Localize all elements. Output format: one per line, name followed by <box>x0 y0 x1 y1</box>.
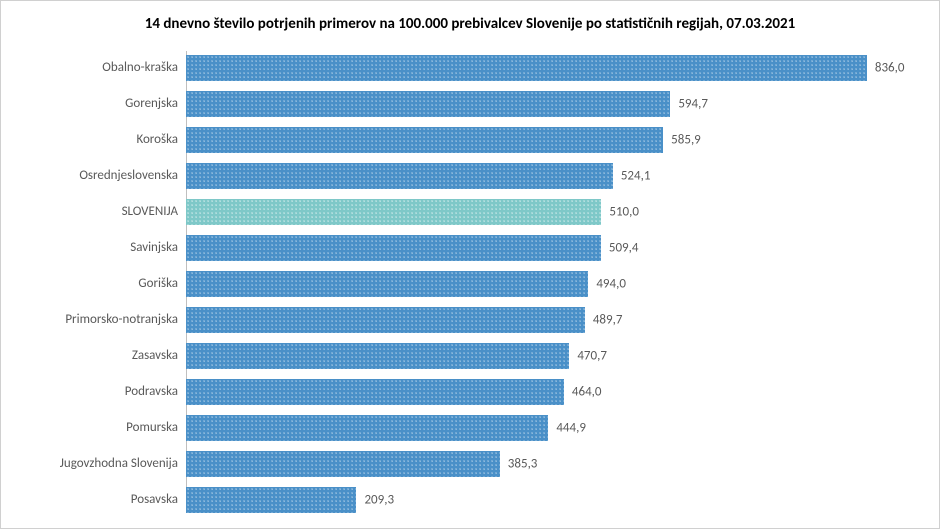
bar-row: Zasavska470,7 <box>21 339 919 372</box>
bar-track: 385,3 <box>186 447 919 480</box>
bar-track: 444,9 <box>186 411 919 444</box>
bar: 209,3 <box>186 487 356 513</box>
bar: 509,4 <box>186 235 601 261</box>
bar: 494,0 <box>186 271 588 297</box>
bar: 836,0 <box>186 55 867 81</box>
value-label: 836,0 <box>875 60 905 75</box>
value-label: 494,0 <box>596 276 626 291</box>
bar-row: Primorsko-notranjska489,7 <box>21 303 919 336</box>
bar-row: Goriška494,0 <box>21 267 919 300</box>
value-label: 510,0 <box>609 204 639 219</box>
category-label: SLOVENIJA <box>21 204 186 219</box>
value-label: 585,9 <box>671 132 701 147</box>
plot-area: Obalno-kraška836,0Gorenjska594,7Koroška5… <box>21 51 919 498</box>
bar-track: 585,9 <box>186 123 919 156</box>
category-label: Osrednjeslovenska <box>21 168 186 183</box>
category-label: Zasavska <box>21 348 186 363</box>
bar: 594,7 <box>186 91 670 117</box>
bar-row: Jugovzhodna Slovenija385,3 <box>21 447 919 480</box>
bar: 444,9 <box>186 415 548 441</box>
bar-row: SLOVENIJA510,0 <box>21 195 919 228</box>
bar-track: 209,3 <box>186 483 919 516</box>
category-label: Gorenjska <box>21 96 186 111</box>
bar-track: 836,0 <box>186 51 919 84</box>
value-label: 470,7 <box>577 348 607 363</box>
bar-track: 494,0 <box>186 267 919 300</box>
value-label: 464,0 <box>572 384 602 399</box>
bar-row: Pomurska444,9 <box>21 411 919 444</box>
bar: 524,1 <box>186 163 613 189</box>
category-label: Koroška <box>21 132 186 147</box>
bar-track: 594,7 <box>186 87 919 120</box>
value-label: 509,4 <box>609 240 639 255</box>
value-label: 385,3 <box>508 456 538 471</box>
category-label: Posavska <box>21 492 186 507</box>
value-label: 489,7 <box>593 312 623 327</box>
value-label: 594,7 <box>678 96 708 111</box>
value-label: 209,3 <box>364 492 394 507</box>
bar-row: Gorenjska594,7 <box>21 87 919 120</box>
bar-row: Obalno-kraška836,0 <box>21 51 919 84</box>
chart-title: 14 dnevno število potrjenih primerov na … <box>21 11 919 33</box>
bar-row: Koroška585,9 <box>21 123 919 156</box>
bar-track: 489,7 <box>186 303 919 336</box>
category-label: Obalno-kraška <box>21 60 186 75</box>
category-label: Goriška <box>21 276 186 291</box>
category-label: Podravska <box>21 384 186 399</box>
bar-track: 464,0 <box>186 375 919 408</box>
bar: 385,3 <box>186 451 500 477</box>
bar: 470,7 <box>186 343 569 369</box>
bar: 489,7 <box>186 307 585 333</box>
bar-row: Osrednjeslovenska524,1 <box>21 159 919 192</box>
bar: 585,9 <box>186 127 663 153</box>
category-label: Savinjska <box>21 240 186 255</box>
bar-track: 509,4 <box>186 231 919 264</box>
chart-container: 14 dnevno število potrjenih primerov na … <box>0 0 940 529</box>
bar: 464,0 <box>186 379 564 405</box>
bar-track: 524,1 <box>186 159 919 192</box>
category-label: Pomurska <box>21 420 186 435</box>
bar-highlight: 510,0 <box>186 199 601 225</box>
value-label: 524,1 <box>621 168 651 183</box>
bar-row: Savinjska509,4 <box>21 231 919 264</box>
bar-row: Podravska464,0 <box>21 375 919 408</box>
bar-row: Posavska209,3 <box>21 483 919 516</box>
category-label: Primorsko-notranjska <box>21 312 186 327</box>
value-label: 444,9 <box>556 420 586 435</box>
bar-track: 470,7 <box>186 339 919 372</box>
category-label: Jugovzhodna Slovenija <box>21 456 186 471</box>
bar-track: 510,0 <box>186 195 919 228</box>
